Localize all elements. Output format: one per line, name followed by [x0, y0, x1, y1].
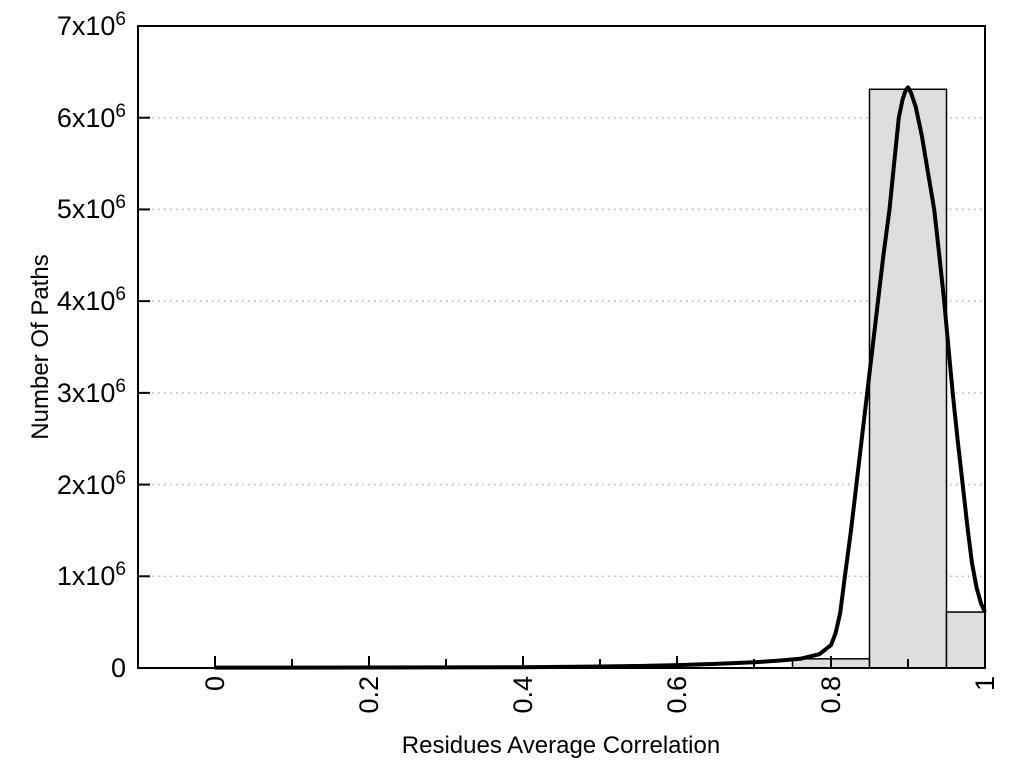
- y-tick-label: 6x106: [56, 100, 126, 133]
- y-tick-exponent: 6: [115, 467, 126, 489]
- y-tick-label: 5x106: [56, 192, 126, 225]
- x-tick-label: 0.8: [816, 676, 846, 714]
- x-axis-title: Residues Average Correlation: [401, 732, 721, 759]
- x-tick-label: 0.2: [354, 676, 384, 714]
- y-tick-exponent: 6: [115, 9, 126, 30]
- y-tick-exponent: 6: [115, 375, 126, 397]
- fit-curve: [215, 85, 987, 670]
- plot-frame: [137, 25, 986, 669]
- y-tick-label: 2x106: [56, 467, 126, 500]
- y-tick-exponent: 6: [115, 100, 126, 122]
- x-tick-label: 0: [200, 676, 230, 692]
- x-tick-label: 0.4: [508, 676, 538, 714]
- histogram-bar: [868, 88, 948, 669]
- y-tick-label: 1x106: [56, 559, 126, 592]
- y-tick-exponent: 6: [115, 284, 126, 306]
- y-tick-label: 0: [110, 653, 126, 683]
- y-tick-exponent: 6: [115, 559, 126, 581]
- y-tick-label: 3x106: [56, 375, 126, 408]
- histogram-bar: [945, 611, 986, 669]
- y-tick-label: 7x106: [56, 9, 126, 41]
- x-tick-label: 1: [970, 676, 1000, 692]
- y-tick-label: 4x106: [56, 284, 126, 317]
- y-tick-exponent: 6: [115, 192, 126, 214]
- x-tick-label: 0.6: [662, 676, 692, 714]
